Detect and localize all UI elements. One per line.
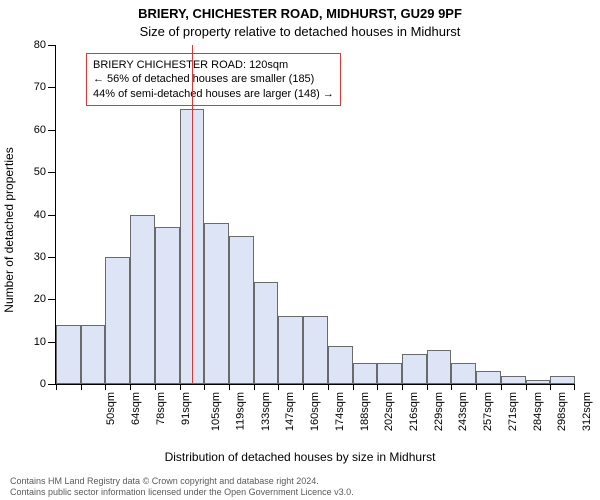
x-tick-label: 64sqm [130, 392, 142, 425]
x-tick [204, 384, 205, 390]
y-tick [48, 384, 56, 385]
y-tick [48, 342, 56, 343]
x-tick-label: 298sqm [556, 392, 568, 431]
histogram-bar [56, 325, 81, 384]
y-tick-label: 20 [34, 293, 46, 305]
x-tick [550, 384, 551, 390]
y-tick [48, 215, 56, 216]
chart-title-main: BRIERY, CHICHESTER ROAD, MIDHURST, GU29 … [0, 6, 600, 21]
histogram-bar [229, 236, 254, 384]
x-tick [130, 384, 131, 390]
y-tick-label: 10 [34, 336, 46, 348]
histogram-bar [451, 363, 476, 384]
annotation-line-2: ← 56% of detached houses are smaller (18… [93, 72, 334, 86]
x-tick-label: 119sqm [234, 392, 246, 430]
histogram-bar [526, 380, 551, 384]
x-tick-label: 216sqm [408, 392, 420, 431]
footer-attribution: Contains HM Land Registry data © Crown c… [10, 476, 354, 499]
y-axis-label: Number of detached properties [2, 65, 16, 230]
footer-line-1: Contains HM Land Registry data © Crown c… [10, 476, 354, 487]
x-tick-label: 243sqm [457, 392, 469, 431]
x-tick [105, 384, 106, 390]
x-tick [353, 384, 354, 390]
x-tick-label: 188sqm [359, 392, 371, 431]
y-tick-label: 40 [34, 209, 46, 221]
reference-marker-line [192, 45, 194, 384]
annotation-line-3: 44% of semi-detached houses are larger (… [93, 87, 334, 101]
x-tick-label: 147sqm [284, 392, 296, 431]
histogram-bar [130, 215, 155, 385]
histogram-bar [254, 282, 279, 384]
x-tick-label: 202sqm [383, 392, 395, 431]
x-tick [180, 384, 181, 390]
x-tick [278, 384, 279, 390]
x-tick [476, 384, 477, 390]
y-tick-label: 60 [34, 124, 46, 136]
histogram-bar [81, 325, 106, 384]
x-tick [303, 384, 304, 390]
histogram-bar [476, 371, 501, 384]
y-tick-label: 50 [34, 166, 46, 178]
x-tick-label: 133sqm [260, 392, 272, 431]
x-tick-label: 271sqm [507, 392, 519, 431]
y-tick-label: 0 [40, 378, 46, 390]
histogram-bar [303, 316, 328, 384]
y-tick [48, 299, 56, 300]
x-axis-label: Distribution of detached houses by size … [0, 450, 600, 464]
x-tick-label: 78sqm [155, 392, 167, 425]
histogram-bar [278, 316, 303, 384]
histogram-bar [155, 227, 180, 384]
x-tick-label: 160sqm [309, 392, 321, 431]
y-tick [48, 87, 56, 88]
x-tick [501, 384, 502, 390]
x-tick-label: 50sqm [105, 392, 117, 425]
x-tick [229, 384, 230, 390]
histogram-bar [377, 363, 402, 384]
y-tick [48, 257, 56, 258]
annotation-line-1: BRIERY CHICHESTER ROAD: 120sqm [93, 58, 334, 72]
x-tick [427, 384, 428, 390]
histogram-bar [204, 223, 229, 384]
x-tick [155, 384, 156, 390]
histogram-bar [105, 257, 130, 384]
x-tick [451, 384, 452, 390]
y-tick-label: 30 [34, 251, 46, 263]
histogram-bar [353, 363, 378, 384]
y-tick-label: 80 [34, 39, 46, 51]
histogram-bar [550, 376, 575, 384]
x-tick [377, 384, 378, 390]
x-tick-label: 174sqm [334, 392, 346, 431]
histogram-bar [402, 354, 427, 384]
x-tick-label: 284sqm [532, 392, 544, 431]
x-tick-label: 229sqm [433, 392, 445, 431]
plot-area: BRIERY CHICHESTER ROAD: 120sqm ← 56% of … [55, 45, 575, 385]
x-tick-label: 257sqm [482, 392, 494, 431]
x-tick-label: 91sqm [180, 392, 192, 425]
x-tick-label: 312sqm [581, 392, 593, 431]
x-tick [328, 384, 329, 390]
y-tick [48, 130, 56, 131]
x-tick-label: 105sqm [210, 392, 222, 431]
x-tick [526, 384, 527, 390]
x-tick [81, 384, 82, 390]
x-tick [56, 384, 57, 390]
x-tick [402, 384, 403, 390]
footer-line-2: Contains public sector information licen… [10, 487, 354, 498]
annotation-box: BRIERY CHICHESTER ROAD: 120sqm ← 56% of … [86, 53, 341, 106]
y-tick-label: 70 [34, 81, 46, 93]
y-tick [48, 172, 56, 173]
histogram-bar [501, 376, 526, 384]
y-tick [48, 45, 56, 46]
x-tick [574, 384, 575, 390]
chart-title-sub: Size of property relative to detached ho… [0, 24, 600, 39]
histogram-bar [427, 350, 452, 384]
x-tick [254, 384, 255, 390]
histogram-bar [328, 346, 353, 384]
